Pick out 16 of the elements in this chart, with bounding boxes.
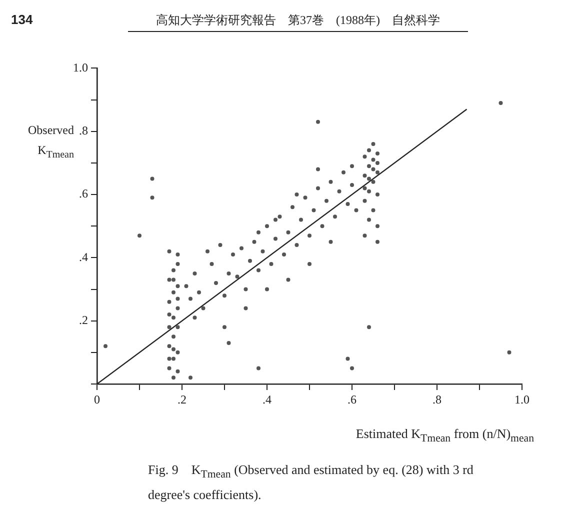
x-axis-title: Estimated K$_{Tmean}$ from (n/N)$_{mean}$ (356, 426, 534, 445)
x-tick-label: 0 (94, 392, 100, 406)
y-tick-label: .8 (79, 124, 88, 138)
x-tick-label: .8 (432, 392, 442, 406)
x-tick-label: .4 (262, 392, 272, 406)
text: 高知大学学術研究報告 第37巻 (1988年) 自然科学 (128, 12, 468, 32)
y-tick-label: 1.0 (73, 60, 88, 74)
y-axis-title: Observed K$_{Tmean}$ (27, 122, 74, 162)
text: 134 (11, 12, 33, 27)
y-tick-label: .6 (79, 186, 88, 201)
y-tick-label: .2 (79, 312, 88, 327)
caption: Fig. 9 K$_{Tmean}$ (Observed and estimated by eq. (28) with 3 rd degree's coefficients). (148, 461, 474, 504)
x-tick-label: .6 (348, 392, 356, 406)
y-tick-label: .4 (79, 250, 88, 264)
x-tick-label: .2 (178, 392, 186, 406)
x-tick-label: 1.0 (514, 392, 530, 406)
